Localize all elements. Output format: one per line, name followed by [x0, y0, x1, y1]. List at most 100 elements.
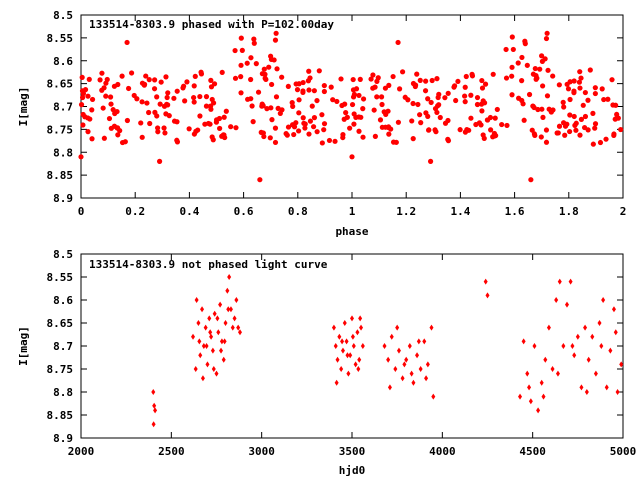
x-tick-label: 3000	[248, 445, 275, 458]
data-point	[153, 407, 158, 414]
data-point	[193, 366, 198, 372]
data-point	[261, 66, 267, 72]
data-point	[372, 133, 378, 139]
data-point	[385, 108, 391, 114]
data-point	[356, 366, 361, 372]
data-point	[434, 76, 440, 82]
data-point	[152, 77, 158, 83]
data-point	[386, 356, 391, 363]
data-point	[156, 158, 163, 164]
data-point	[348, 352, 353, 359]
data-point	[296, 110, 302, 116]
data-point	[197, 338, 202, 345]
data-point	[426, 127, 432, 133]
data-point	[333, 343, 338, 349]
data-point	[201, 343, 206, 349]
data-point	[396, 86, 403, 92]
data-point	[615, 389, 620, 395]
data-point	[80, 122, 86, 128]
data-point	[122, 139, 128, 145]
data-point	[342, 320, 347, 326]
data-point	[570, 343, 575, 349]
data-point	[418, 120, 424, 126]
data-point	[417, 77, 423, 83]
data-point	[228, 306, 233, 313]
data-point	[97, 77, 103, 83]
data-point	[161, 103, 168, 109]
data-point	[257, 177, 263, 183]
data-point	[556, 82, 562, 88]
data-point	[334, 379, 339, 386]
data-point	[353, 361, 358, 368]
data-point	[343, 110, 349, 116]
x-tick-label: 0	[78, 205, 85, 218]
data-point	[422, 338, 427, 345]
data-point	[108, 101, 114, 107]
data-point	[409, 118, 415, 124]
data-point	[321, 121, 328, 127]
data-point	[227, 274, 232, 280]
data-point	[351, 121, 357, 127]
data-point	[418, 366, 423, 372]
data-point	[556, 123, 563, 129]
data-point	[321, 82, 327, 89]
data-point	[561, 104, 567, 110]
data-point	[474, 94, 481, 101]
data-point	[89, 107, 95, 113]
y-tick-label: 8.65	[47, 317, 74, 330]
data-point	[567, 96, 573, 103]
data-point	[139, 80, 146, 86]
data-point	[350, 94, 357, 100]
data-point	[544, 93, 551, 99]
data-point	[545, 67, 551, 73]
data-point	[526, 91, 533, 98]
data-point	[321, 88, 327, 95]
data-point	[605, 96, 611, 102]
data-point	[232, 315, 237, 322]
data-point	[271, 57, 277, 63]
data-point	[524, 62, 530, 68]
data-point	[597, 139, 604, 146]
data-point	[208, 77, 214, 83]
y-axis-label: I[mag]	[17, 326, 30, 366]
data-point	[571, 113, 577, 120]
data-point	[309, 103, 315, 109]
data-point	[537, 66, 543, 72]
data-point	[223, 108, 229, 114]
data-point	[463, 73, 469, 80]
x-tick-label: 1.6	[505, 205, 525, 218]
data-point	[389, 333, 394, 340]
data-point	[152, 109, 158, 115]
y-tick-label: 8.9	[53, 432, 73, 445]
data-point	[599, 343, 604, 349]
data-point	[285, 83, 291, 90]
data-point	[583, 324, 588, 331]
data-point	[519, 97, 525, 104]
data-point	[599, 86, 605, 92]
data-point	[540, 114, 546, 120]
data-point	[555, 130, 561, 136]
data-point	[528, 398, 533, 405]
data-point	[269, 117, 275, 123]
x-tick-label: 1.8	[559, 205, 579, 218]
data-point	[264, 106, 270, 112]
data-point	[567, 128, 573, 135]
data-point	[269, 81, 275, 88]
data-point	[294, 87, 301, 93]
data-point	[482, 81, 489, 87]
y-tick-label: 8.8	[53, 146, 73, 159]
x-tick-label: 4500	[519, 445, 546, 458]
data-point	[431, 393, 436, 400]
data-point	[82, 87, 89, 93]
data-point	[416, 338, 421, 345]
data-point	[78, 154, 84, 160]
data-point	[432, 105, 439, 112]
data-point	[250, 119, 256, 125]
data-point	[478, 122, 484, 128]
y-tick-label: 8.65	[47, 78, 74, 91]
data-point	[480, 98, 486, 104]
data-point	[577, 132, 583, 138]
data-point	[395, 39, 401, 46]
data-point	[417, 112, 423, 118]
